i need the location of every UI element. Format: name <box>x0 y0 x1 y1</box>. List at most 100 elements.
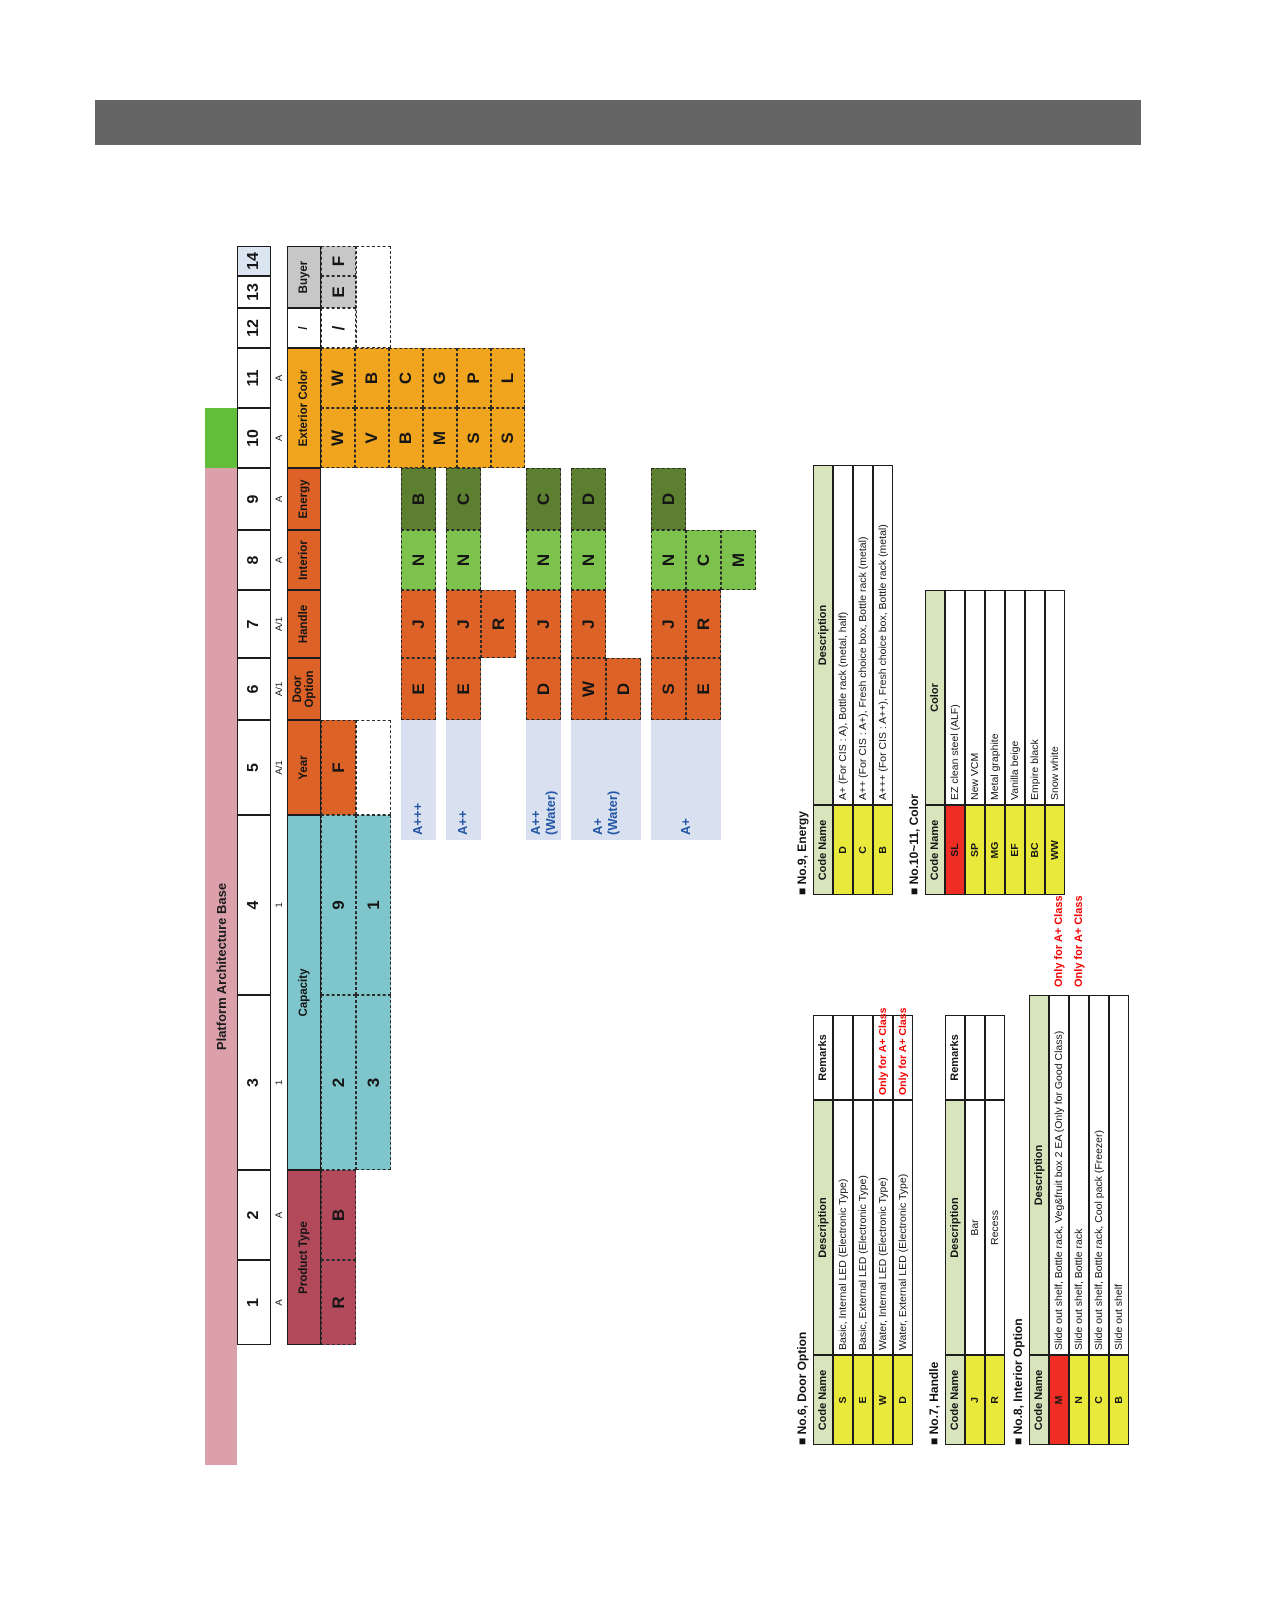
col-number: 12 <box>237 308 271 348</box>
energy-class-label-a2plus-water: A++ (Water) <box>526 720 561 840</box>
group-a3plus-row1: E J N B <box>401 468 436 720</box>
code-cell: M <box>1049 1355 1069 1445</box>
col-number: 14 <box>237 246 271 276</box>
platform-architecture-chart: Platform Architecture Base 1 2 3 4 5 6 7… <box>205 225 1155 1465</box>
color-name-cell: Empire black <box>1025 590 1045 805</box>
table-row: N Slide out shelf, Bottle rack <box>1069 995 1089 1445</box>
col-number: 7 <box>237 590 271 658</box>
code-cell: B <box>1109 1355 1129 1445</box>
code-cell: B <box>873 805 893 895</box>
handle-code-cell: R <box>686 590 721 658</box>
color-table: Code Name Color SL EZ clean steel (ALF) … <box>925 590 1065 895</box>
remark-cell <box>985 1015 1005 1100</box>
col-number: 10 <box>237 408 271 468</box>
handle-code-cell: J <box>401 590 436 658</box>
header-color: Color <box>925 590 945 805</box>
group-a2plus-water-row1: D J N C <box>526 468 561 720</box>
product-type-code-cell: B <box>321 1170 356 1260</box>
description-cell: A+ (For CIS : A), Bottle rack (metal, ha… <box>833 465 853 805</box>
capacity-code-cell: 2 <box>321 995 356 1170</box>
description-cell: Slide out shelf, Bottle rack <box>1069 995 1089 1355</box>
capacity-code-cell: 9 <box>321 815 356 995</box>
interior-note: Only for A+ Class <box>1053 895 1065 987</box>
code-cell: J <box>965 1355 985 1445</box>
description-cell: Recess <box>985 1100 1005 1355</box>
buyer-code-cell: F <box>321 246 356 276</box>
energy-table-title: ■ No.9, Energy <box>795 811 809 895</box>
col-number: 8 <box>237 530 271 590</box>
code-cell: N <box>1069 1355 1089 1445</box>
header-bar <box>95 100 1141 145</box>
col-sub-code <box>271 246 287 276</box>
description-cell: Slide out shelf, Bottle rack, Cool pack … <box>1089 995 1109 1355</box>
table-row: WW Snow white <box>1045 590 1065 895</box>
group-aplus-water-row2: D <box>606 658 641 720</box>
label-buyer: Buyer <box>287 246 321 308</box>
col-sub-code: A <box>273 556 285 564</box>
table-row: R Recess <box>985 1015 1005 1445</box>
label-door-option: Door Option <box>287 658 321 720</box>
table-row: EF Vanilla beige <box>1005 590 1025 895</box>
category-label-row: Product Type Capacity Year Door Option H… <box>287 246 321 1345</box>
capacity-code-cell: 1 <box>356 815 391 995</box>
door-code-cell: D <box>526 658 561 720</box>
group-aplus-row3: M <box>721 530 756 590</box>
table-header-row: Code Name Description Remarks <box>813 1015 833 1445</box>
door-option-table-title: ■ No.6, Door Option <box>795 1331 809 1445</box>
energy-class-label-a2plus: A++ <box>446 720 481 840</box>
col-number: 13 <box>237 276 271 308</box>
energy-class-text: A+++ <box>410 802 426 835</box>
exterior-color-code-cell: M <box>423 408 457 468</box>
table-header-row: Code Name Description <box>813 465 833 895</box>
table-row: BC Empire black <box>1025 590 1045 895</box>
interior-code-cell: N <box>651 530 686 590</box>
col-number: 5 <box>237 720 271 815</box>
code-cell: C <box>853 805 873 895</box>
header-code-name: Code Name <box>945 1355 965 1445</box>
label-handle: Handle <box>287 590 321 658</box>
col-sub-code: A <box>273 434 285 442</box>
description-cell: Slide out shelf, Bottle rack, Veg&fruit … <box>1049 995 1069 1355</box>
handle-code-cell: J <box>651 590 686 658</box>
door-code-cell: S <box>651 658 686 720</box>
header-description: Description <box>1029 995 1049 1355</box>
energy-class-text: A+ <box>677 818 693 835</box>
interior-code-cell: M <box>721 530 756 590</box>
energy-class-text: A++ <box>455 810 471 835</box>
energy-table: Code Name Description D A+ (For CIS : A)… <box>813 465 893 895</box>
energy-code-cell: D <box>651 468 686 530</box>
column-number-row: 1 2 3 4 5 6 7 8 9 10 11 12 13 14 <box>237 246 271 1345</box>
description-cell: Basic, Internal LED (Electronic Type) <box>833 1100 853 1355</box>
header-code-name: Code Name <box>813 1355 833 1445</box>
table-row: E Basic, External LED (Electronic Type) <box>853 1015 873 1445</box>
rotated-chart-area: Platform Architecture Base 1 2 3 4 5 6 7… <box>205 225 1155 1465</box>
remark-cell: Only for A+ Class <box>893 1008 913 1100</box>
interior-code-cell: N <box>571 530 606 590</box>
col-number: 3 <box>237 995 271 1170</box>
code-cell: BC <box>1025 805 1045 895</box>
door-code-cell: E <box>401 658 436 720</box>
energy-class-text: (Water) <box>542 790 558 835</box>
door-code-cell: E <box>446 658 481 720</box>
col-sub-code: A <box>273 495 285 503</box>
exterior-color-code-cell: G <box>423 348 457 408</box>
energy-code-cell: D <box>571 468 606 530</box>
color-name-cell: Metal graphite <box>985 590 1005 805</box>
energy-class-label-aplus: A+ <box>651 720 721 840</box>
code-cell: SL <box>945 805 965 895</box>
col-sub-code <box>271 308 287 348</box>
header-description: Description <box>945 1100 965 1355</box>
code-cell: D <box>893 1355 913 1445</box>
exterior-color-code-cell: P <box>457 348 491 408</box>
door-code-cell: E <box>686 658 721 720</box>
code-cell: E <box>853 1355 873 1445</box>
table-row: SL EZ clean steel (ALF) <box>945 590 965 895</box>
table-row: W Water, Internal LED (Electronic Type) … <box>873 1008 893 1445</box>
exterior-color-code-cell: W <box>321 348 355 408</box>
door-code-cell: W <box>571 658 606 720</box>
code-cell: SP <box>965 805 985 895</box>
code-cell: D <box>833 805 853 895</box>
table-header-row: Code Name Description Remarks <box>945 1015 965 1445</box>
exterior-color-block: W W V B B C M G S P <box>321 348 525 468</box>
